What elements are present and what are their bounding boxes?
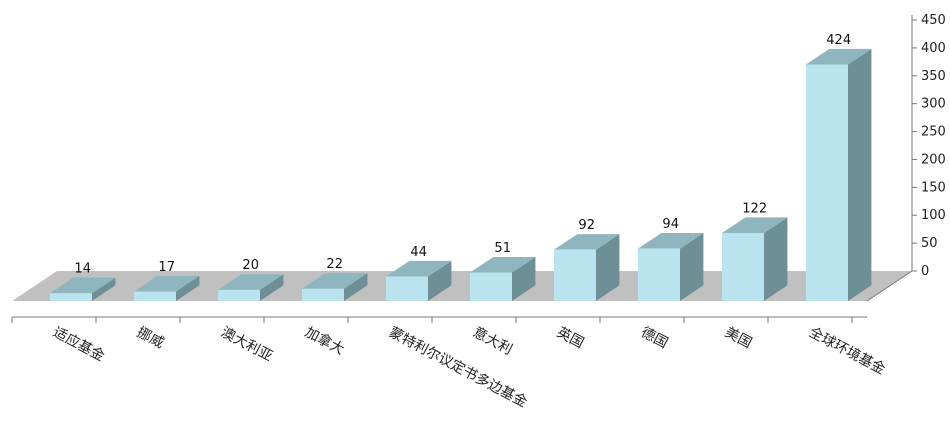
y-tick-label: 0 (921, 264, 929, 279)
data-label: 424 (826, 33, 851, 48)
y-tick-label: 450 (921, 13, 946, 28)
bar (554, 249, 596, 301)
bar-top (638, 232, 704, 249)
category-label: 英国 (554, 324, 587, 352)
bar-top (218, 274, 284, 290)
bar-top (722, 217, 788, 233)
bar-side (428, 260, 452, 301)
bar-side (680, 232, 704, 301)
bar-side (176, 275, 200, 301)
bar-side (344, 273, 368, 301)
category-label: 澳大利亚 (218, 324, 275, 364)
data-label: 51 (494, 241, 511, 256)
data-label: 94 (662, 217, 679, 232)
y-tick-label: 300 (921, 97, 946, 112)
category-label: 加拿大 (302, 324, 347, 359)
category-label: 蒙特利尔议定书多边基金 (386, 324, 530, 411)
bar-side (848, 48, 872, 301)
data-label: 14 (74, 262, 91, 277)
category-label: 德国 (638, 324, 670, 351)
category-label: 意大利 (470, 324, 515, 359)
category-label: 挪威 (134, 324, 166, 351)
bar (50, 293, 92, 301)
bar-side (596, 234, 620, 301)
y-tick-label: 200 (921, 152, 946, 167)
bar (722, 232, 764, 301)
bar-side (512, 256, 536, 301)
data-label: 22 (326, 257, 343, 272)
data-label: 20 (242, 258, 259, 273)
bar-top (470, 256, 536, 273)
bar-top (134, 275, 200, 292)
bar-top (806, 48, 872, 65)
category-label: 美国 (722, 324, 754, 351)
bar-top (50, 277, 116, 294)
floor-edge-line (866, 270, 913, 302)
bar-side (764, 217, 788, 301)
bar-top (302, 273, 368, 289)
bar-side (92, 277, 116, 301)
bar-side (260, 274, 284, 301)
y-tick-label: 400 (921, 41, 946, 56)
y-tick-label: 50 (921, 236, 938, 251)
bar (638, 248, 680, 301)
bar-top (554, 234, 620, 250)
bar (218, 289, 260, 301)
bar (386, 276, 428, 301)
data-label: 122 (742, 201, 767, 216)
bar (806, 64, 848, 301)
bar (134, 291, 176, 301)
category-label: 适应基金 (50, 324, 107, 365)
data-label: 17 (158, 260, 175, 275)
y-tick-label: 250 (921, 125, 946, 140)
y-tick-label: 350 (921, 69, 946, 84)
y-tick-label: 100 (921, 208, 946, 223)
y-tick-label: 150 (921, 180, 946, 195)
data-label: 44 (410, 245, 427, 260)
category-label: 全球环境基金 (806, 324, 888, 378)
data-label: 92 (578, 218, 595, 233)
bar (470, 272, 512, 301)
bar (302, 288, 344, 301)
bar-top (386, 260, 452, 277)
